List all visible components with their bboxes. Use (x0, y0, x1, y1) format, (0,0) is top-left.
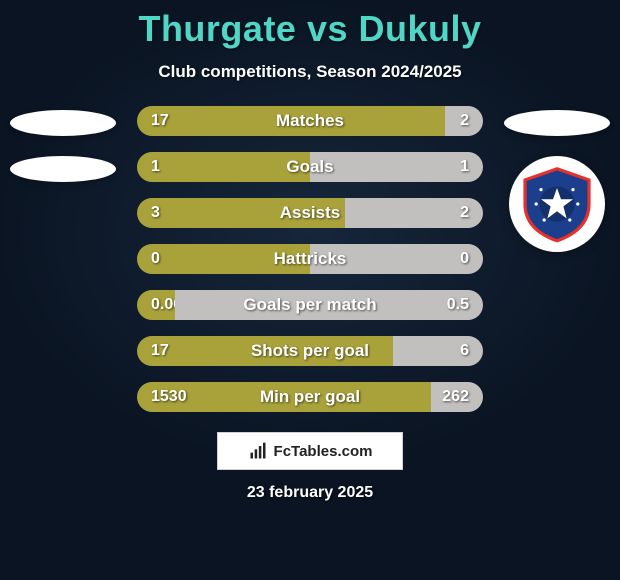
stat-right-value: 2 (443, 204, 483, 222)
stats-section: 172Matches11Goals32Assists00Hattricks0.0… (0, 106, 620, 428)
chart-bars-icon (248, 441, 268, 461)
player-photo-placeholder (504, 110, 610, 136)
stat-left-segment: 3 (137, 198, 345, 228)
stat-right-value: 6 (443, 342, 483, 360)
player-photo-placeholder (10, 110, 116, 136)
brand-badge[interactable]: FcTables.com (217, 432, 403, 470)
stat-row: 1530262Min per goal (137, 382, 483, 412)
stat-left-segment: 17 (137, 336, 393, 366)
stat-rows: 172Matches11Goals32Assists00Hattricks0.0… (137, 106, 483, 428)
stat-right-segment: 262 (431, 382, 483, 412)
stat-row: 176Shots per goal (137, 336, 483, 366)
subtitle: Club competitions, Season 2024/2025 (158, 62, 461, 82)
stat-left-segment: 1 (137, 152, 310, 182)
stat-left-value: 17 (137, 112, 177, 130)
stat-left-value: 3 (137, 204, 177, 222)
club-badge-adelaide-united (509, 156, 605, 252)
club-badge-placeholder (10, 156, 116, 182)
stat-left-segment: 0.06 (137, 290, 175, 320)
stat-left-segment: 0 (137, 244, 310, 274)
stat-left-value: 1530 (137, 388, 187, 406)
stat-right-segment: 1 (310, 152, 483, 182)
stat-right-segment: 6 (393, 336, 483, 366)
stat-left-value: 0.06 (137, 296, 177, 314)
stat-row: 00Hattricks (137, 244, 483, 274)
brand-text: FcTables.com (274, 443, 373, 460)
stat-left-segment: 1530 (137, 382, 431, 412)
shield-icon (517, 164, 597, 244)
page-title: Thurgate vs Dukuly (138, 8, 481, 50)
stat-right-segment: 0 (310, 244, 483, 274)
stat-right-segment: 2 (345, 198, 483, 228)
stat-row: 172Matches (137, 106, 483, 136)
stat-row: 32Assists (137, 198, 483, 228)
stat-left-value: 17 (137, 342, 177, 360)
stat-right-segment: 2 (445, 106, 483, 136)
stat-right-value: 262 (442, 388, 483, 406)
stat-left-value: 1 (137, 158, 177, 176)
stat-right-value: 0.5 (443, 296, 483, 314)
stat-right-value: 2 (443, 112, 483, 130)
stat-left-value: 0 (137, 250, 177, 268)
stat-row: 0.060.5Goals per match (137, 290, 483, 320)
right-player-column (502, 106, 612, 252)
stat-right-segment: 0.5 (175, 290, 483, 320)
date-text: 23 february 2025 (247, 484, 373, 502)
comparison-card: Thurgate vs Dukuly Club competitions, Se… (0, 0, 620, 580)
stat-row: 11Goals (137, 152, 483, 182)
stat-left-segment: 17 (137, 106, 445, 136)
left-player-column (8, 106, 118, 182)
stat-right-value: 0 (443, 250, 483, 268)
stat-right-value: 1 (443, 158, 483, 176)
